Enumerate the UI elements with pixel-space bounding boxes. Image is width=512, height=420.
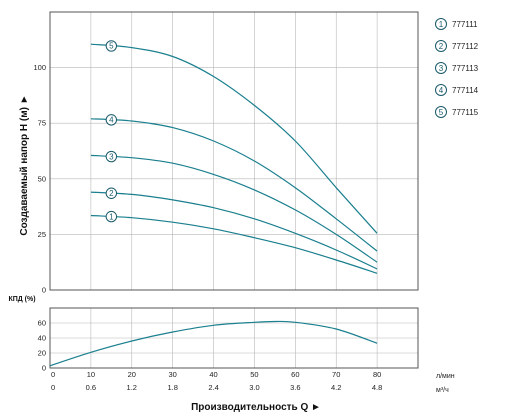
legend-marker-label-4: 4	[439, 86, 444, 95]
head-curve-2	[90, 191, 378, 270]
curve-marker-label-3: 3	[109, 152, 114, 161]
x-tick-label-lmin: 70	[332, 370, 340, 379]
head-y-tick-label: 50	[38, 174, 46, 183]
curve-marker-label-2: 2	[109, 189, 114, 198]
legend-entry-2: 777112	[452, 42, 479, 51]
curve-marker-label-1: 1	[109, 212, 114, 221]
efficiency-curve	[49, 320, 378, 367]
legend-marker-label-1: 1	[439, 20, 444, 29]
x-tick-label-m3h: 0.6	[86, 383, 96, 392]
x-tick-label-lmin: 60	[291, 370, 299, 379]
head-y-axis-title: Создаваемый напор H (м) ►	[19, 94, 30, 235]
legend-marker-3	[435, 62, 447, 74]
legend-entry-5: 777115	[452, 108, 479, 117]
efficiency-plot-frame	[49, 307, 419, 369]
legend-marker-5	[435, 106, 447, 118]
x-tick-label-m3h: 1.2	[127, 383, 137, 392]
head-y-tick-label: 100	[33, 63, 46, 72]
x-unit-m3h: м³/ч	[436, 387, 449, 394]
head-curve-4	[90, 118, 378, 252]
efficiency-grid	[50, 308, 418, 368]
legend-marker-2	[435, 40, 447, 52]
x-unit-lmin: л/мин	[436, 373, 455, 380]
efficiency-curve-line	[49, 320, 378, 367]
curve-marker-label-5: 5	[109, 42, 114, 51]
x-tick-label-m3h: 0	[51, 383, 55, 392]
legend-marker-4	[435, 84, 447, 96]
head-plot-frame	[49, 11, 419, 291]
x-tick-label-lmin: 10	[87, 370, 95, 379]
x-axis-title: Производительность Q ►	[191, 402, 321, 413]
x-tick-label-m3h: 3.6	[290, 383, 300, 392]
efficiency-y-ticks: 0 20 40 60	[38, 319, 46, 373]
x-tick-label-m3h: 4.2	[331, 383, 341, 392]
x-tick-label-lmin: 0	[51, 370, 55, 379]
x-tick-label-lmin: 80	[373, 370, 381, 379]
efficiency-y-tick-label: 60	[38, 319, 46, 328]
curve-marker-1	[105, 210, 118, 223]
legend-marker-label-3: 3	[439, 64, 444, 73]
head-grid	[50, 12, 418, 290]
legend-entry-3: 777113	[452, 64, 479, 73]
head-curve-1	[90, 214, 378, 274]
x-ticks: 0 0 10 0.6 20 1.2 30 1.8 40 2.4 50 3.0 60 3.6 70 4.2 80 4…	[51, 370, 382, 392]
legend-marker-1	[435, 18, 447, 30]
head-curve-3	[90, 154, 378, 263]
head-y-tick-label: 25	[38, 230, 46, 239]
legend-entry-4: 777114	[452, 86, 479, 95]
efficiency-y-axis-title: КПД (%)	[8, 296, 35, 303]
head-y-ticks: 0 25 50 75 100	[33, 63, 46, 294]
x-tick-label-m3h: 3.0	[249, 383, 259, 392]
head-curve-5	[90, 43, 378, 234]
x-tick-label-m3h: 4.8	[372, 383, 382, 392]
x-tick-label-m3h: 1.8	[167, 383, 177, 392]
curve-marker-4	[105, 114, 118, 126]
head-curves: 1 2 3 4 5	[90, 40, 378, 274]
legend-entry-1: 777111	[452, 20, 478, 29]
x-tick-label-m3h: 2.4	[208, 383, 218, 392]
curve-marker-label-4: 4	[109, 116, 114, 125]
head-y-tick-label: 0	[42, 286, 46, 295]
efficiency-y-tick-label: 40	[38, 334, 46, 343]
curve-marker-2	[105, 187, 118, 199]
efficiency-y-tick-label: 20	[38, 349, 46, 358]
legend-marker-label-2: 2	[439, 42, 444, 51]
curve-marker-3	[105, 150, 118, 163]
x-tick-label-lmin: 30	[168, 370, 176, 379]
legend: 1 777111 2 777112 3 777113 4 777114 5 777115	[435, 18, 479, 118]
legend-marker-label-5: 5	[439, 108, 444, 117]
x-tick-label-lmin: 20	[128, 370, 136, 379]
efficiency-y-tick-label: 0	[42, 364, 46, 373]
x-tick-label-lmin: 40	[209, 370, 217, 379]
x-tick-label-lmin: 50	[250, 370, 258, 379]
head-y-tick-label: 75	[38, 119, 46, 128]
curve-marker-5	[105, 40, 118, 52]
